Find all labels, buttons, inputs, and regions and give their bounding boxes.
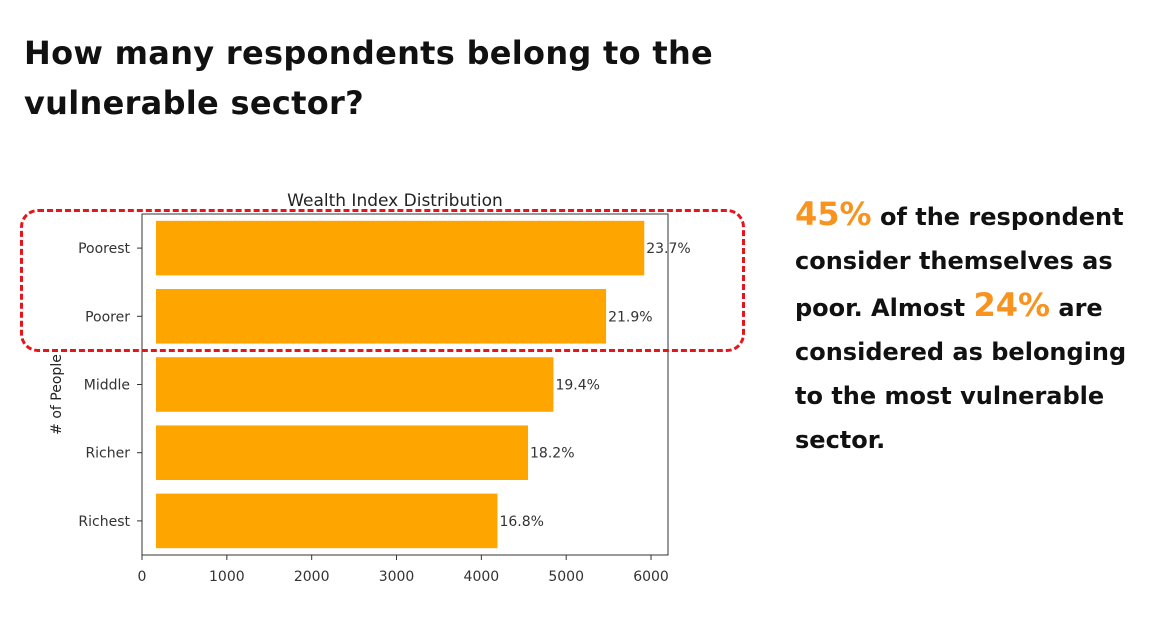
summary-figure-2: 24% — [973, 286, 1051, 324]
bar-poorer — [156, 289, 607, 344]
bar-richer — [156, 425, 529, 480]
value-label-middle: 19.4% — [555, 378, 599, 394]
slide-title: How many respondents belong to the vulne… — [24, 34, 714, 122]
summary-text: 45% of the respondent consider themselve… — [795, 192, 1155, 462]
wealth-index-chart: Wealth Index Distribution # of People Poor… — [49, 191, 691, 585]
category-label-richest: Richest — [78, 514, 130, 530]
value-label-richer: 18.2% — [530, 446, 574, 462]
bar-richest — [156, 493, 498, 549]
summary-text-1: of the respondent consider themselves as… — [795, 203, 1124, 322]
chart-title: Wealth Index Distribution — [287, 191, 503, 211]
category-label-richer: Richer — [85, 446, 130, 462]
x-tick-label-6000: 6000 — [633, 569, 669, 585]
x-tick-label-0: 0 — [138, 569, 147, 585]
value-label-richest: 16.8% — [499, 514, 543, 530]
bar-poorest — [156, 220, 645, 276]
x-tick-label-1000: 1000 — [209, 569, 245, 585]
summary-figure-1: 45% — [795, 195, 872, 233]
value-label-poorer: 21.9% — [608, 309, 652, 325]
poor-groups-highlight-box — [20, 209, 745, 352]
x-tick-label-3000: 3000 — [379, 569, 415, 585]
x-tick-label-5000: 5000 — [548, 569, 584, 585]
category-label-poorest: Poorest — [78, 241, 130, 257]
x-tick-label-2000: 2000 — [294, 569, 330, 585]
category-label-poorer: Poorer — [85, 309, 130, 325]
x-tick-label-4000: 4000 — [464, 569, 500, 585]
summary-text-2: are considered as belonging to the most … — [795, 294, 1127, 454]
category-label-middle: Middle — [84, 378, 130, 394]
value-label-poorest: 23.7% — [646, 241, 690, 257]
bar-middle — [156, 357, 554, 412]
y-axis-label: # of People — [49, 354, 65, 435]
